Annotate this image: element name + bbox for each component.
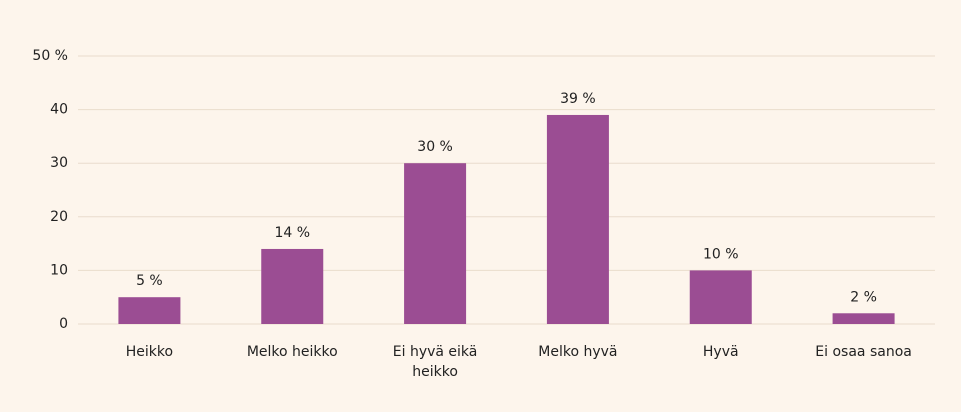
bar <box>404 163 467 324</box>
bar <box>261 248 324 324</box>
y-tick-label: 10 <box>50 262 68 278</box>
x-tick-label: Ei osaa sanoa <box>815 344 912 360</box>
bar <box>689 270 752 324</box>
value-label: 2 % <box>850 289 877 305</box>
value-label: 10 % <box>703 246 739 262</box>
x-tick-label: Melko heikko <box>246 344 338 360</box>
y-tick-label: 40 <box>50 102 68 118</box>
value-label: 39 % <box>560 91 596 107</box>
value-label: 5 % <box>136 273 163 289</box>
x-tick-label: Ei hyvä eikä heikko <box>392 344 478 380</box>
x-tick-label: Hyvä <box>702 344 739 360</box>
value-label: 14 % <box>274 225 310 241</box>
bar <box>546 114 609 325</box>
bar <box>118 297 181 324</box>
y-tick-label: 0 <box>59 316 68 332</box>
y-tick-label: 30 <box>50 155 68 171</box>
y-tick-label: 50 % <box>32 48 68 64</box>
x-tick-label: Melko hyvä <box>538 344 618 360</box>
bar <box>832 313 895 324</box>
value-label: 30 % <box>417 139 453 155</box>
x-tick-label: Heikko <box>125 344 174 360</box>
y-tick-label: 20 <box>50 209 68 225</box>
